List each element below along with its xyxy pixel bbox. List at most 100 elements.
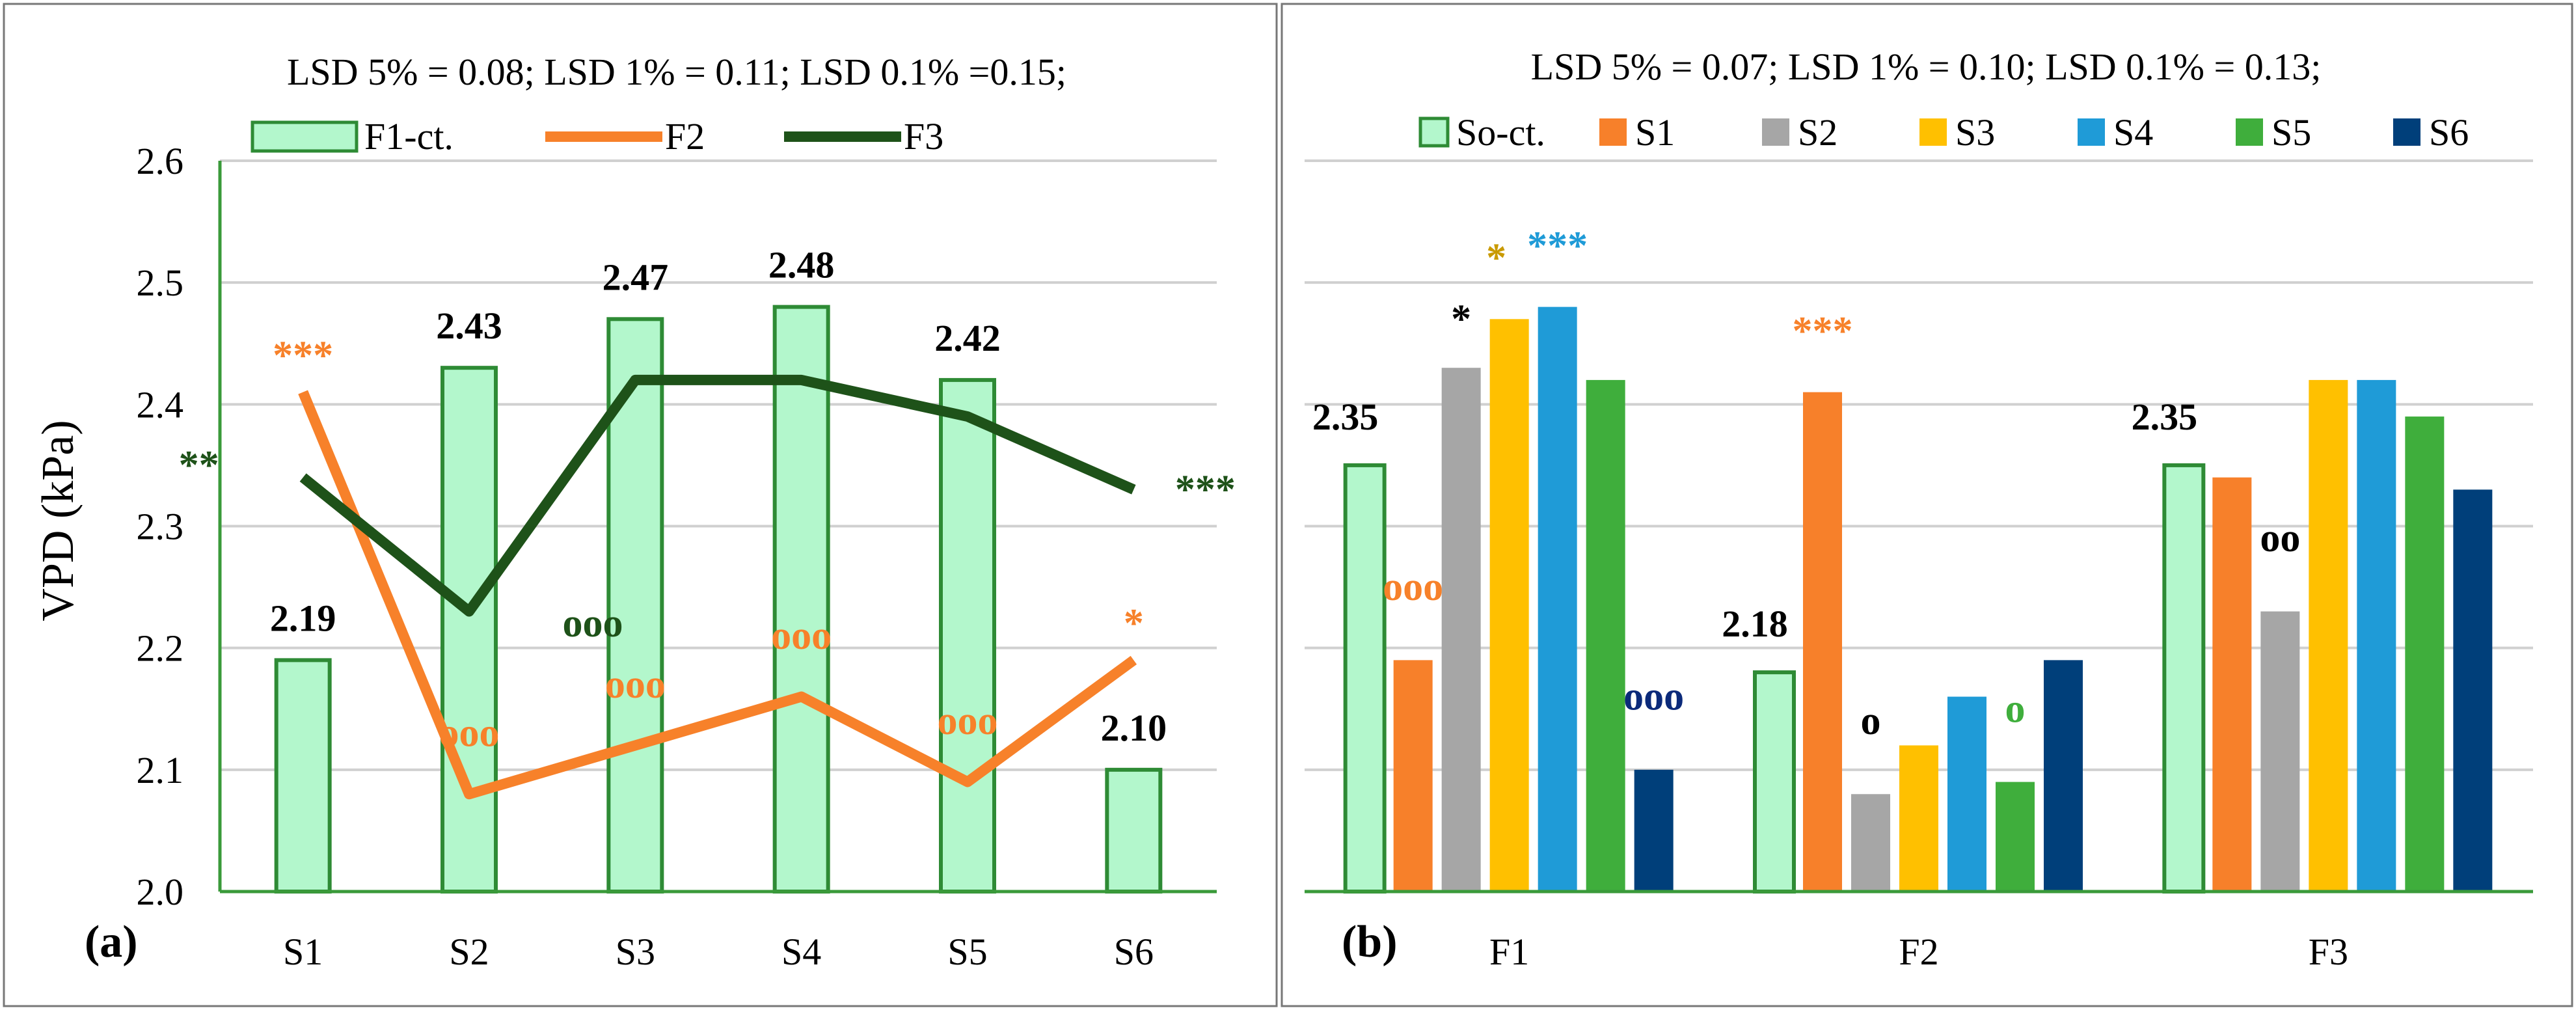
legend-label-s4: S4 [2113, 111, 2153, 154]
y-tick-label: 2.6 [137, 140, 184, 182]
legend-swatch-s6 [2393, 118, 2420, 146]
data-label: 2.42 [934, 317, 1001, 359]
x-tick-label: S5 [947, 931, 987, 973]
bar-s6-f1 [1634, 769, 1674, 892]
panel-a-lines [298, 374, 1137, 800]
bar-f1-ct-s6 [1105, 767, 1163, 894]
significance-mark: * [1124, 601, 1144, 646]
legend-label-f2: F2 [665, 115, 705, 157]
significance-mark: *** [1527, 224, 1588, 268]
bar-f1-ct-s4 [772, 305, 830, 894]
significance-mark: ooo [1383, 565, 1443, 609]
bar-s6-f2 [2044, 660, 2083, 892]
significance-mark: *** [273, 333, 333, 377]
panel-a-gridlines [220, 159, 1217, 771]
panel-a-legend: F1-ct. F2 F3 [251, 115, 943, 157]
y-tick-label: 2.1 [137, 749, 184, 791]
bar-s1-f1 [1393, 660, 1433, 892]
y-tick-label: 2.2 [137, 627, 184, 670]
legend-label-s1: S1 [1635, 111, 1675, 154]
significance-mark: ooo [771, 614, 832, 658]
significance-mark: oo [2260, 516, 2300, 560]
line-f2 [298, 390, 1137, 800]
data-label: 2.48 [768, 244, 835, 286]
significance-mark: ** [179, 443, 219, 487]
panel-a-label: (a) [85, 917, 138, 967]
line-f3 [299, 374, 1136, 617]
x-tick-label: S4 [781, 931, 821, 973]
bar-f1-ct-s1 [274, 658, 332, 894]
x-tick-label: S1 [283, 931, 323, 973]
data-label: 2.18 [1722, 603, 1788, 645]
x-tick-label: S3 [616, 931, 655, 973]
panel-a-y-tick-labels: 2.0 2.1 2.2 2.3 2.4 2.5 2.6 [137, 140, 184, 913]
bar-s2-f1 [1441, 368, 1481, 892]
legend-swatch-s4 [2078, 118, 2105, 146]
y-tick-label: 2.4 [137, 383, 184, 426]
bar-so-ct--f1 [1343, 463, 1387, 894]
bar-s5-f2 [1996, 782, 2035, 892]
panel-b-label: (b) [1342, 917, 1398, 967]
panel-b-bars [1343, 307, 2493, 894]
panel-b-bar-labels: 2.35 2.18 2.35 [1312, 396, 2197, 645]
y-tick-label: 2.3 [137, 506, 184, 548]
panel-b-lsd-text: LSD 5% = 0.07; LSD 1% = 0.10; LSD 0.1% =… [1531, 46, 2322, 88]
panel-b-frame [1281, 3, 2573, 1007]
panel-b: LSD 5% = 0.07; LSD 1% = 0.10; LSD 0.1% =… [1281, 3, 2573, 1007]
significance-mark: ooo [563, 601, 623, 646]
significance-mark: ooo [439, 711, 500, 756]
data-label: 2.47 [603, 256, 669, 298]
bar-s3-f1 [1489, 319, 1529, 892]
bar-s4-f3 [2357, 379, 2396, 892]
bar-f1-ct-s2 [441, 366, 498, 894]
bar-s2-f3 [2260, 611, 2300, 892]
legend-swatch-s5 [2236, 118, 2263, 146]
bar-s1-f3 [2212, 477, 2252, 892]
panel-a: LSD 5% = 0.08; LSD 1% = 0.11; LSD 0.1% =… [3, 3, 1278, 1007]
legend-swatch-s1 [1599, 118, 1627, 146]
significance-mark: o [1861, 699, 1881, 743]
x-tick-label: F2 [1899, 931, 1938, 973]
legend-label-f3: F3 [904, 115, 943, 157]
panel-b-annotations: ooo** ***ooo***o ooo [1383, 224, 2300, 743]
x-tick-label: F1 [1489, 931, 1529, 973]
panel-a-y-axis-label: VPD (kPa) [33, 420, 83, 621]
panel-a-bar-labels: 2.19 2.43 2.47 2.48 2.42 2.10 [270, 244, 1167, 749]
bar-s3-f2 [1899, 745, 1938, 892]
legend-swatch-so-ct- [1418, 116, 1450, 148]
significance-mark: o [2005, 687, 2026, 731]
bar-s2-f2 [1851, 794, 1890, 892]
x-tick-label: S2 [449, 931, 489, 973]
legend-swatch-s3 [1919, 118, 1947, 146]
legend-label-s2: S2 [1798, 111, 1837, 154]
bar-s1-f2 [1803, 392, 1842, 892]
bar-so-ct--f2 [1753, 670, 1796, 894]
panel-a-frame [3, 3, 1278, 1007]
panel-b-legend: So-ct. S1 S2 S3 S4 S5 S6 [1418, 111, 2469, 154]
legend-label-s5: S5 [2271, 111, 2311, 154]
bar-s5-f1 [1586, 379, 1625, 892]
y-tick-label: 2.5 [137, 262, 184, 304]
data-label: 2.10 [1101, 707, 1167, 749]
data-label: 2.35 [1312, 396, 1379, 438]
panel-a-lsd-text: LSD 5% = 0.08; LSD 1% = 0.11; LSD 0.1% =… [287, 51, 1066, 93]
data-label: 2.19 [270, 597, 336, 639]
legend-label-s3: S3 [1955, 111, 1995, 154]
significance-mark: *** [1793, 309, 1853, 353]
panel-a-x-tick-labels: S1 S2 S3 S4 S5 S6 [283, 931, 1154, 973]
legend-swatch-f1-ct [251, 120, 359, 153]
bar-f1-ct-s5 [939, 377, 996, 894]
bar-s6-f3 [2453, 489, 2493, 892]
significance-mark: * [1486, 236, 1506, 280]
panel-a-axes [218, 161, 1217, 894]
bar-s4-f1 [1538, 307, 1577, 892]
legend-swatch-s2 [1762, 118, 1789, 146]
significance-mark: ooo [938, 699, 998, 743]
x-tick-label: F3 [2309, 931, 2348, 973]
legend-label-so-ct-: So-ct. [1456, 111, 1545, 154]
data-label: 2.43 [436, 305, 502, 347]
panel-b-x-tick-labels: F1 F2 F3 [1489, 931, 2348, 973]
